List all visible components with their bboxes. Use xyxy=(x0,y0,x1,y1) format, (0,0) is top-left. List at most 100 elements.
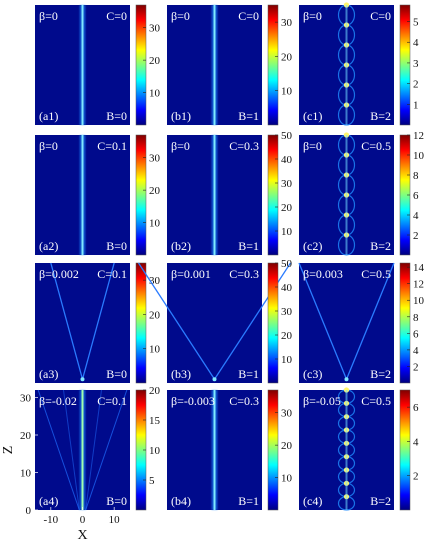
colorbar-tick-label: 10 xyxy=(281,354,293,366)
heatmap-background xyxy=(35,263,130,383)
beta-label: β=0 xyxy=(171,139,190,153)
beta-label: β=0 xyxy=(39,139,58,153)
panel-tag: (c3) xyxy=(303,367,322,381)
v-beam-right xyxy=(81,262,115,380)
colorbar-tick-label: 8 xyxy=(413,170,419,182)
panel-c1: β=0 C=0 (c1) B=2 1 2 3 4 5 xyxy=(299,2,419,126)
colorbar xyxy=(135,4,147,126)
panel-tag: (c2) xyxy=(303,239,322,253)
b-label: B=2 xyxy=(370,239,391,253)
panel-c2: β=0 C=0.5 (c2) B=2 2 4 6 8 10 12 xyxy=(299,130,425,256)
colorbar-tick-label: 6 xyxy=(413,328,419,340)
colorbar-tick-label: 40 xyxy=(281,282,293,294)
side-beam-left-inner xyxy=(63,389,80,511)
colorbar-tick-label: 30 xyxy=(281,17,293,29)
beam-core xyxy=(345,135,348,255)
v-apex xyxy=(212,377,217,382)
colorbar-tick-label: 10 xyxy=(281,473,293,485)
colorbar xyxy=(399,4,411,126)
panel-tag: (b4) xyxy=(171,494,191,508)
colorbar-tick-label: 10 xyxy=(281,86,293,98)
colorbar-tick-label: 10 xyxy=(149,88,161,100)
colorbar-tick-label: 10 xyxy=(149,445,161,457)
panel-b3: β=0.001 C=0.3 (b3) B=1 10 20 30 40 50 xyxy=(137,258,293,384)
colorbar-tick-label: 15 xyxy=(149,415,161,427)
c-label: C=0.5 xyxy=(361,267,391,281)
colorbar xyxy=(399,262,411,384)
x-tick-label: 10 xyxy=(109,514,121,526)
c-label: C=0 xyxy=(106,9,127,23)
beta-label: β=-0.05 xyxy=(303,394,341,408)
colorbar-tick-label: 10 xyxy=(149,218,161,230)
b-label: B=2 xyxy=(370,367,391,381)
v-beam-left xyxy=(50,262,84,380)
colorbar-tick-label: 30 xyxy=(149,23,161,35)
colorbar-tick-label: 4 xyxy=(413,436,419,448)
beta-label: β=-0.003 xyxy=(171,394,215,408)
v-apex xyxy=(344,377,349,382)
panel-tag: (c4) xyxy=(303,494,322,508)
beta-label: β=-0.02 xyxy=(39,394,77,408)
colorbar-tick-label: 4 xyxy=(413,345,419,357)
panel-b1: β=0 C=0 (b1) B=1 10 20 30 xyxy=(167,4,293,126)
colorbar-tick-label: 4 xyxy=(413,37,419,49)
panel-c3: β=0.003 C=0.5 (c3) B=2 2 4 6 8 10 12 14 xyxy=(298,262,425,384)
colorbar-tick-label: 10 xyxy=(413,295,425,307)
colorbar-tick-label: 50 xyxy=(281,258,293,270)
colorbar xyxy=(135,262,147,384)
beta-label: β=0.001 xyxy=(171,267,211,281)
c-label: C=0.1 xyxy=(97,139,127,153)
b-label: B=1 xyxy=(238,367,259,381)
colorbar-tick-label: 30 xyxy=(149,153,161,165)
colorbar-tick-label: 20 xyxy=(149,55,161,67)
panel-b4: β=-0.003 C=0.3 (b4) B=1 10 20 30 xyxy=(167,389,293,511)
y-tick-label: 20 xyxy=(20,430,32,442)
beam-core xyxy=(345,5,348,125)
heatmap-background xyxy=(167,263,262,383)
c-label: C=0.5 xyxy=(361,139,391,153)
beam-core xyxy=(81,390,84,510)
v-apex xyxy=(80,377,85,382)
colorbar-tick-label: 10 xyxy=(413,150,425,162)
colorbar-tick-label: 2 xyxy=(413,230,419,242)
c-label: C=0.3 xyxy=(229,394,259,408)
colorbar-tick-label: 40 xyxy=(281,154,293,166)
axes-group: 0 10 20 30 -10 0 10 X Z xyxy=(1,393,120,544)
x-tick-label: -10 xyxy=(43,514,58,526)
c-label: C=0 xyxy=(238,9,259,23)
beta-label: β=0 xyxy=(171,9,190,23)
b-label: B=1 xyxy=(238,109,259,123)
colorbar-tick-label: 2 xyxy=(413,471,419,483)
beta-label: β=0.003 xyxy=(303,267,343,281)
beam-core xyxy=(213,5,216,125)
panel-a3: β=0.002 C=0.1 (a3) B=0 10 20 30 xyxy=(35,262,161,384)
beam-core xyxy=(81,135,84,255)
side-beam-left xyxy=(37,389,80,511)
b-label: B=1 xyxy=(238,494,259,508)
beam-core xyxy=(213,135,216,255)
b-label: B=0 xyxy=(106,109,127,123)
panel-tag: (b1) xyxy=(171,109,191,123)
side-beam-right-inner xyxy=(85,389,102,511)
beam-core xyxy=(81,5,84,125)
panel-tag: (a4) xyxy=(39,494,58,508)
b-label: B=2 xyxy=(370,494,391,508)
x-axis-title: X xyxy=(77,528,87,543)
colorbar-tick-label: 8 xyxy=(413,312,419,324)
b-label: B=0 xyxy=(106,494,127,508)
colorbar-tick-label: 30 xyxy=(281,178,293,190)
panel-tag: (a1) xyxy=(39,109,58,123)
colorbar-tick-label: 20 xyxy=(149,309,161,321)
panel-tag: (c1) xyxy=(303,109,322,123)
colorbar-tick-label: 20 xyxy=(149,385,161,397)
x-tick-label: 0 xyxy=(80,514,86,526)
colorbar-tick-label: 20 xyxy=(281,330,293,342)
c-label: C=0.5 xyxy=(361,394,391,408)
colorbar xyxy=(135,134,147,256)
c-label: C=0.3 xyxy=(229,139,259,153)
panel-tag: (a3) xyxy=(39,367,58,381)
colorbar-tick-label: 12 xyxy=(413,130,424,142)
panel-a4: β=-0.02 C=0.1 (a4) B=0 5 10 15 20 xyxy=(35,385,161,511)
colorbar-tick-label: 20 xyxy=(281,51,293,63)
